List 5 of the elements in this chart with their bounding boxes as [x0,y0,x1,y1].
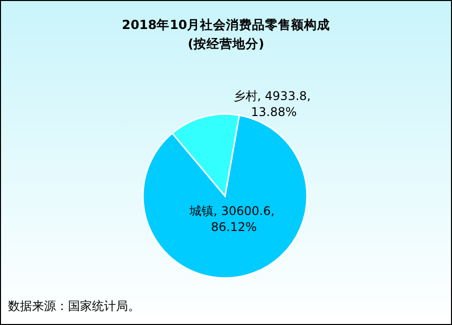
slice-label: 乡村, 4933.8, 13.88% [233,89,311,119]
chart-title: 2018年10月社会消费品零售额构成 [122,17,330,32]
chart-subtitle: (按经营地分) [188,36,264,51]
slice-label: 城镇, 30600.6, 86.12% [188,204,275,234]
source-note: 数据来源：国家统计局。 [8,299,140,313]
